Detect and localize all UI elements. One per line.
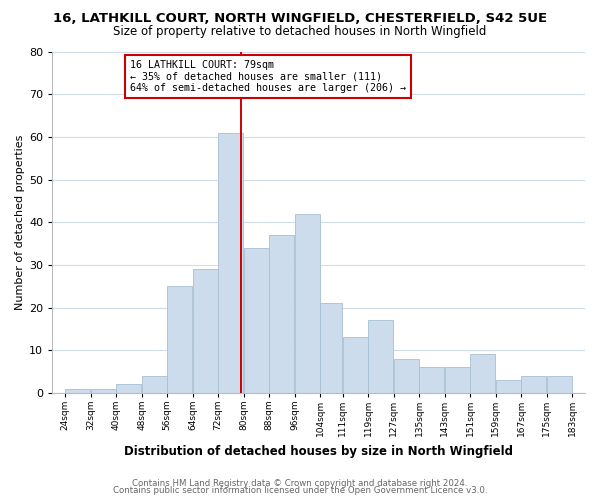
Bar [368,320,394,393]
Bar [419,367,445,393]
Y-axis label: Number of detached properties: Number of detached properties [15,134,25,310]
Text: Contains public sector information licensed under the Open Government Licence v3: Contains public sector information licen… [113,486,487,495]
Bar [343,338,368,393]
Bar [394,358,419,393]
Bar [320,303,343,393]
X-axis label: Distribution of detached houses by size in North Wingfield: Distribution of detached houses by size … [124,444,513,458]
Bar [244,248,269,393]
Bar [445,367,470,393]
Bar [547,376,572,393]
Bar [65,388,91,393]
Bar [521,376,547,393]
Bar [142,376,167,393]
Text: 16, LATHKILL COURT, NORTH WINGFIELD, CHESTERFIELD, S42 5UE: 16, LATHKILL COURT, NORTH WINGFIELD, CHE… [53,12,547,26]
Text: Size of property relative to detached houses in North Wingfield: Size of property relative to detached ho… [113,25,487,38]
Bar [470,354,496,393]
Bar [496,380,521,393]
Text: 16 LATHKILL COURT: 79sqm
← 35% of detached houses are smaller (111)
64% of semi-: 16 LATHKILL COURT: 79sqm ← 35% of detach… [130,60,406,93]
Bar [91,388,116,393]
Bar [295,214,320,393]
Bar [269,235,295,393]
Text: Contains HM Land Registry data © Crown copyright and database right 2024.: Contains HM Land Registry data © Crown c… [132,478,468,488]
Bar [193,269,218,393]
Bar [116,384,142,393]
Bar [167,286,193,393]
Bar [218,132,244,393]
